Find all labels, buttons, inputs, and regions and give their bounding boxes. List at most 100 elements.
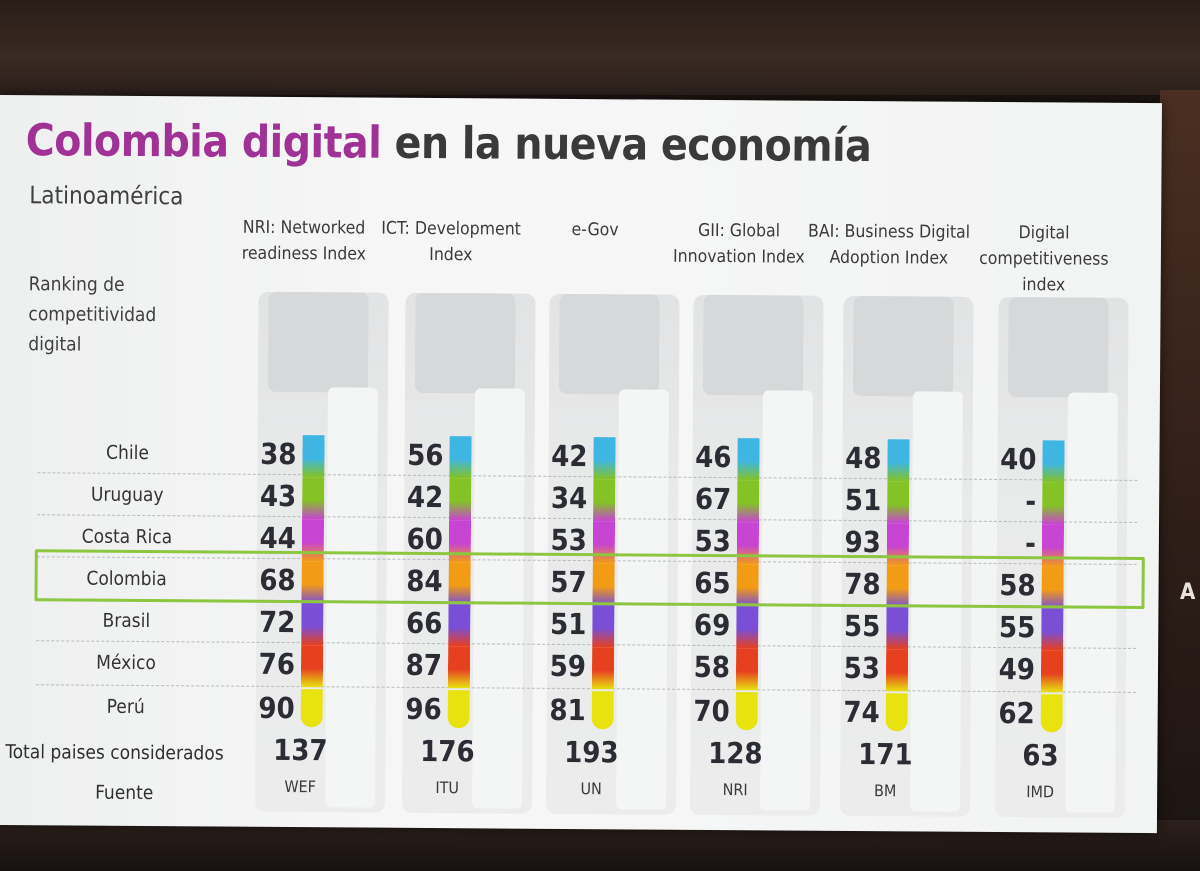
ranking-value: 46	[695, 439, 732, 475]
thermometer-segment	[735, 648, 759, 691]
thermometer-segment	[1040, 650, 1064, 693]
ranking-value: 67	[694, 481, 732, 517]
country-label: México	[96, 651, 156, 675]
ranking-value: 59	[549, 648, 587, 684]
thermometer-segment	[447, 646, 471, 689]
ranking-value: 43	[259, 478, 297, 514]
thermometer-segment	[1042, 440, 1065, 483]
colombia-highlight-box	[34, 549, 1145, 610]
panel-window	[702, 294, 804, 396]
slide-subtitle: Latinoamérica	[29, 181, 184, 211]
thermometer-segment	[449, 478, 472, 521]
source-value: UN	[580, 779, 602, 799]
thermometer-segment	[591, 647, 615, 690]
thermometer-segment	[593, 479, 616, 522]
source-value: BM	[873, 781, 897, 801]
ranking-value: 58	[693, 649, 731, 685]
thermometer-segment	[737, 438, 760, 481]
thermometer-segment	[592, 605, 615, 648]
column-header: Digital competitiveness index	[979, 223, 1109, 296]
thermometer-segment	[591, 691, 614, 730]
ranking-value: 42	[551, 438, 588, 474]
source-value: ITU	[435, 778, 460, 798]
total-countries-value: 193	[564, 734, 619, 770]
ranking-value: 40	[1000, 441, 1037, 477]
thermometer-segment	[302, 435, 325, 478]
thermometer-segment	[302, 477, 325, 520]
ranking-value: 42	[406, 479, 444, 515]
ranking-label: Ranking de competitividad digital	[28, 273, 157, 356]
room-background-right	[1160, 90, 1200, 830]
ranking-value: 48	[845, 440, 882, 476]
ranking-value: 76	[258, 646, 296, 682]
country-label: Costa Rica	[81, 525, 173, 549]
ranking-value: 38	[260, 436, 297, 472]
ranking-value: 49	[998, 651, 1036, 687]
ranking-value: 66	[405, 605, 443, 641]
country-label: Uruguay	[90, 483, 164, 507]
thermometer-segment	[885, 649, 909, 692]
panel-window	[267, 291, 369, 393]
thermometer-segment	[887, 481, 910, 524]
ranking-value: 62	[998, 695, 1035, 731]
ranking-value: 51	[844, 482, 882, 518]
thermometer-segment	[1040, 694, 1063, 733]
total-countries-value: 176	[420, 733, 475, 769]
thermometer-segment	[300, 689, 323, 728]
country-label: Chile	[106, 441, 149, 465]
source-label: Fuente	[95, 781, 154, 805]
thermometer-segment	[886, 607, 909, 650]
column-header: GII: Global Innovation Index	[672, 220, 805, 268]
thermometer-segment	[449, 436, 472, 479]
source-value: NRI	[722, 780, 748, 800]
title-highlight: Colombia digital	[25, 115, 382, 169]
ranking-value: 51	[549, 606, 587, 642]
thermometer-segment	[1041, 608, 1064, 651]
thermometer-segment	[300, 645, 324, 688]
title-rest: en la nueva economía	[394, 117, 872, 173]
total-countries-value: 128	[708, 735, 763, 771]
column-header: BAI: Business Digital Adoption Index	[807, 221, 971, 269]
thermometer-segment	[735, 692, 758, 731]
source-value: IMD	[1026, 782, 1055, 802]
edge-text: A	[1180, 580, 1196, 605]
ranking-value: 53	[843, 650, 881, 686]
panel-window	[1007, 297, 1109, 398]
column-header: NRI: Networked readiness Index	[241, 217, 367, 265]
thermometer-segment	[736, 606, 759, 649]
ranking-value: 34	[550, 480, 588, 516]
total-countries-label: Total paises considerados	[5, 741, 224, 765]
ranking-value: -	[1025, 484, 1037, 519]
thermometer-segment	[593, 437, 616, 480]
country-label: Perú	[106, 695, 145, 719]
slide-title: Colombia digital en la nueva economía	[26, 115, 872, 172]
ranking-value: 56	[407, 437, 444, 473]
room-background-top	[0, 0, 1200, 95]
country-label: Brasil	[102, 609, 151, 633]
total-countries-value: 171	[858, 737, 913, 772]
ranking-value: 87	[405, 647, 443, 683]
ranking-value: 81	[549, 692, 586, 728]
ranking-value: 70	[693, 693, 730, 729]
projected-slide: Colombia digital en la nueva economía La…	[0, 95, 1162, 834]
thermometer-segment	[1042, 482, 1065, 525]
source-value: WEF	[284, 777, 317, 797]
thermometer-segment	[447, 690, 470, 729]
ranking-value: 74	[843, 694, 880, 730]
ranking-value: 55	[843, 608, 881, 644]
thermometer-segment	[448, 604, 471, 647]
ranking-value: 72	[258, 604, 296, 640]
total-countries-value: 137	[273, 732, 328, 768]
ranking-value: 55	[998, 609, 1036, 645]
thermometer-segment	[301, 603, 324, 646]
panel-window	[414, 292, 516, 394]
thermometer-segment	[887, 439, 910, 482]
panel-window	[558, 293, 660, 395]
total-countries-value: 63	[1022, 738, 1059, 773]
ranking-value: 69	[693, 607, 731, 643]
thermometer-segment	[737, 480, 760, 523]
ranking-value: 90	[258, 690, 295, 726]
ranking-value: 96	[405, 691, 442, 727]
thermometer-segment	[885, 693, 908, 732]
panel-window	[852, 295, 954, 397]
